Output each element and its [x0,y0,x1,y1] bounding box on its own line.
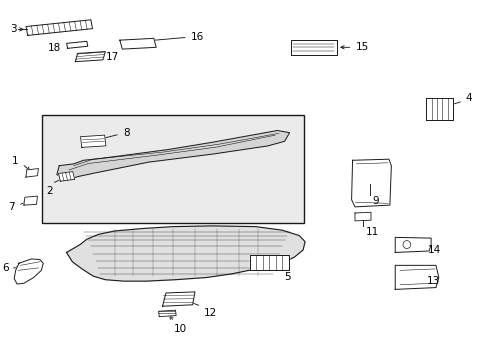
Polygon shape [66,226,305,281]
Polygon shape [81,135,106,147]
Polygon shape [351,159,390,207]
Polygon shape [26,20,92,35]
Polygon shape [14,259,43,284]
Text: 3: 3 [10,24,17,35]
Polygon shape [26,168,39,177]
Text: 11: 11 [366,226,379,237]
Text: 12: 12 [204,308,217,318]
Polygon shape [57,131,289,180]
Text: 4: 4 [464,93,471,103]
Text: 15: 15 [355,42,368,52]
Polygon shape [394,237,430,252]
Text: 2: 2 [46,186,53,196]
Polygon shape [249,255,288,270]
Text: 1: 1 [11,156,18,166]
Text: 5: 5 [283,272,290,282]
Polygon shape [66,41,87,48]
Text: 18: 18 [47,44,61,53]
Text: 16: 16 [190,32,203,41]
Ellipse shape [402,240,410,248]
Polygon shape [75,51,105,62]
Polygon shape [426,98,452,120]
Text: 17: 17 [106,52,119,62]
Bar [42,116,304,223]
Polygon shape [24,196,38,205]
Text: 8: 8 [122,128,129,138]
Text: 13: 13 [427,276,440,286]
Polygon shape [59,172,75,181]
Polygon shape [162,292,195,306]
Text: 14: 14 [427,244,441,255]
Polygon shape [120,39,156,49]
Polygon shape [354,212,370,221]
Polygon shape [290,40,336,55]
Text: 10: 10 [174,324,187,334]
Text: 6: 6 [2,263,8,273]
Text: 9: 9 [371,196,378,206]
Polygon shape [158,310,176,317]
Text: 7: 7 [8,202,15,212]
Polygon shape [394,265,438,289]
